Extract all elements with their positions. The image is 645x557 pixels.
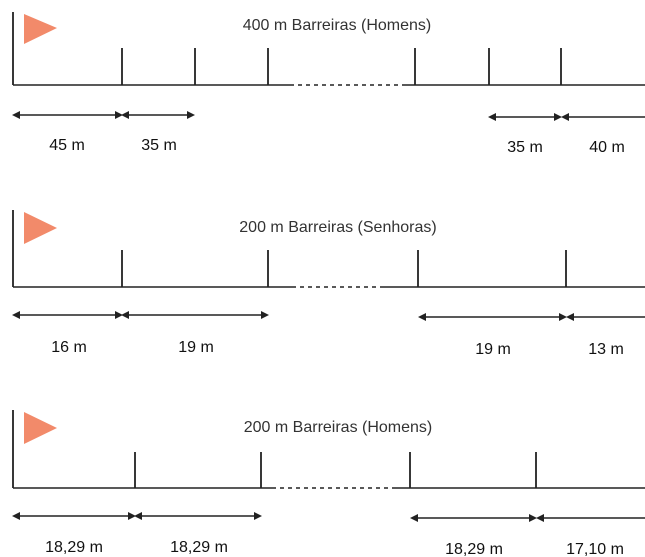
distance-label: 18,29 m xyxy=(445,541,503,557)
panel-title: 200 m Barreiras (Homens) xyxy=(244,419,433,436)
distance-arrow xyxy=(121,311,269,319)
distance-label: 19 m xyxy=(178,339,214,356)
panel-title: 400 m Barreiras (Homens) xyxy=(243,17,432,34)
distance-label: 16 m xyxy=(51,339,87,356)
distance-label: 18,29 m xyxy=(45,539,103,556)
panel-200m-men: 200 m Barreiras (Homens) 18,29 m xyxy=(12,410,645,557)
flag-icon xyxy=(24,14,57,44)
distance-label: 13 m xyxy=(588,341,624,358)
distance-arrow xyxy=(566,313,645,321)
distance-label: 35 m xyxy=(141,137,177,154)
distance-label: 35 m xyxy=(507,139,543,156)
panel-200m-women: 200 m Barreiras (Senhoras) 16 m xyxy=(12,210,645,358)
flag-icon xyxy=(24,412,57,444)
distance-label: 19 m xyxy=(475,341,511,358)
distance-arrow xyxy=(121,111,195,119)
distance-arrow xyxy=(488,113,562,121)
distance-label: 18,29 m xyxy=(170,539,228,556)
distance-arrow xyxy=(134,512,262,520)
distance-label: 17,10 m xyxy=(566,541,624,557)
distance-label: 45 m xyxy=(49,137,85,154)
distance-arrow xyxy=(418,313,567,321)
flag-icon xyxy=(24,212,57,244)
panel-title: 200 m Barreiras (Senhoras) xyxy=(239,219,436,236)
distance-arrow xyxy=(410,514,537,522)
distance-label: 40 m xyxy=(589,139,625,156)
distance-arrow xyxy=(12,512,136,520)
distance-arrow xyxy=(12,311,123,319)
distance-arrow xyxy=(561,113,645,121)
distance-arrow xyxy=(12,111,123,119)
distance-arrow xyxy=(536,514,645,522)
panel-400m-men: 400 m Barreiras (Homens) xyxy=(12,12,645,156)
